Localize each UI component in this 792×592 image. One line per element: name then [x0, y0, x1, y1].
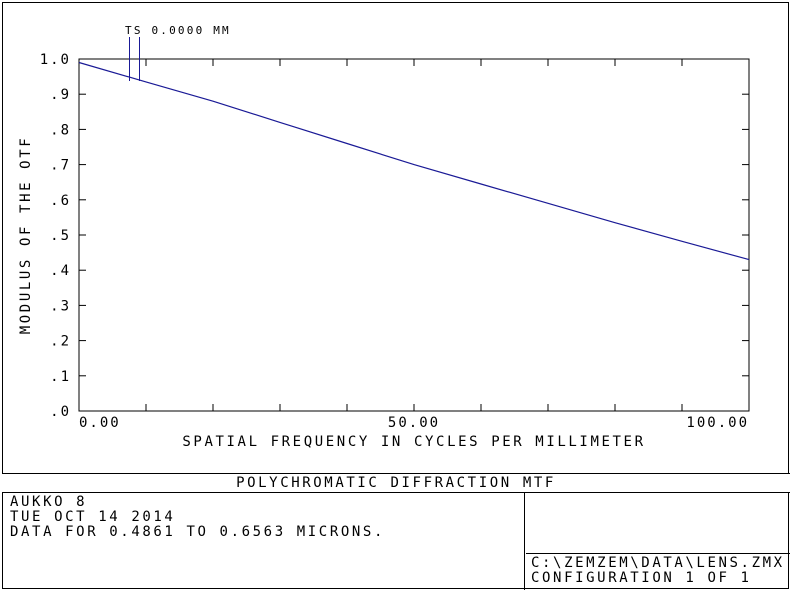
y-tick-label: .3: [50, 298, 71, 314]
y-tick-label: .2: [50, 334, 71, 350]
y-tick-label: .4: [50, 263, 71, 279]
x-tick-label: 100.00: [686, 415, 749, 431]
y-tick-label: 1.0: [40, 52, 71, 68]
chart-title-bar: POLYCHROMATIC DIFFRACTION MTF: [2, 473, 790, 493]
x-axis-title: SPATIAL FREQUENCY IN CYCLES PER MILLIMET…: [182, 434, 645, 450]
lens-info-panel: AUKKO 8 TUE OCT 14 2014 DATA FOR 0.4861 …: [2, 492, 525, 590]
y-tick-label: .6: [50, 193, 71, 209]
y-tick-label: .7: [50, 158, 71, 174]
x-tick-label: 0.00: [79, 415, 121, 431]
y-tick-label: .1: [50, 369, 71, 385]
tick-labels-group: .0 .1 .2 .3 .4 .5 .6 .7 .8 .9 1.0 0.00 50.00 100.00: [40, 52, 749, 431]
mtf-chart-svg: .0 .1 .2 .3 .4 .5 .6 .7 .8 .9 1.0 0.00 50.00 100.00 T…: [18, 24, 750, 450]
x-ticks-group: [78, 59, 750, 411]
chart-title: POLYCHROMATIC DIFFRACTION MTF: [236, 475, 556, 491]
legend-label: TS 0.0000 MM: [125, 24, 231, 37]
y-axis-title: MODULUS OF THE OTF: [18, 136, 34, 335]
series-group: [78, 61, 750, 261]
lens-title-line: AUKKO 8: [10, 494, 88, 510]
y-tick-label: .5: [50, 228, 71, 244]
file-info-panel: C:\ZEMZEM\DATA\LENS.ZMX CONFIGURATION 1 …: [526, 554, 790, 590]
y-tick-label: .9: [50, 87, 71, 103]
file-path: C:\ZEMZEM\DATA\LENS.ZMX: [531, 555, 785, 571]
plot-frame: [78, 58, 750, 412]
y-tick-label: .8: [50, 122, 71, 138]
y-ticks-group: [79, 58, 749, 412]
y-tick-label: .0: [50, 404, 71, 420]
date-line: TUE OCT 14 2014: [10, 509, 176, 525]
x-tick-label: 50.00: [388, 415, 440, 431]
wavelength-range-line: DATA FOR 0.4861 TO 0.6563 MICRONS.: [10, 524, 385, 540]
empty-info-cell: [526, 492, 790, 554]
configuration-label: CONFIGURATION 1 OF 1: [531, 570, 752, 586]
mtf-curve: [78, 61, 750, 261]
